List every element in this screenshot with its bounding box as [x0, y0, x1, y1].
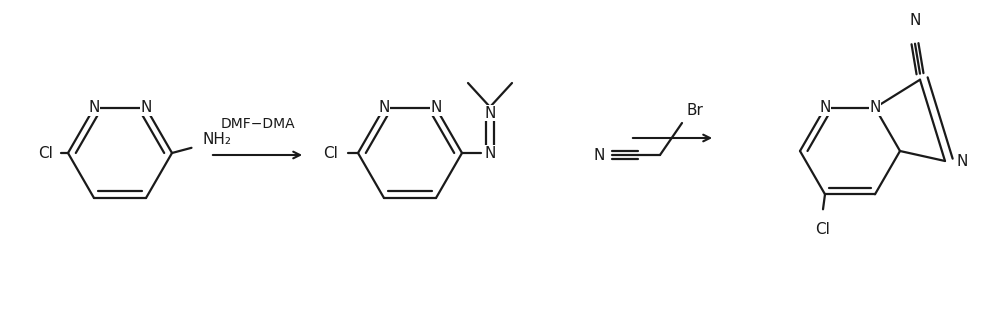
Text: DMF−DMA: DMF−DMA: [221, 117, 295, 131]
Text: N: N: [140, 100, 152, 115]
Text: Cl: Cl: [38, 146, 53, 161]
Text: N: N: [869, 100, 881, 115]
Text: N: N: [594, 147, 605, 162]
Text: N: N: [819, 100, 831, 115]
Text: N: N: [909, 13, 921, 28]
Text: N: N: [484, 146, 496, 161]
Text: Cl: Cl: [816, 222, 830, 237]
Text: N: N: [430, 100, 442, 115]
Text: N: N: [378, 100, 390, 115]
Text: N: N: [484, 105, 496, 121]
Text: N: N: [88, 100, 100, 115]
Text: N: N: [957, 153, 968, 168]
Text: Br: Br: [687, 103, 704, 118]
Text: Cl: Cl: [323, 146, 338, 161]
Text: NH₂: NH₂: [202, 132, 231, 147]
